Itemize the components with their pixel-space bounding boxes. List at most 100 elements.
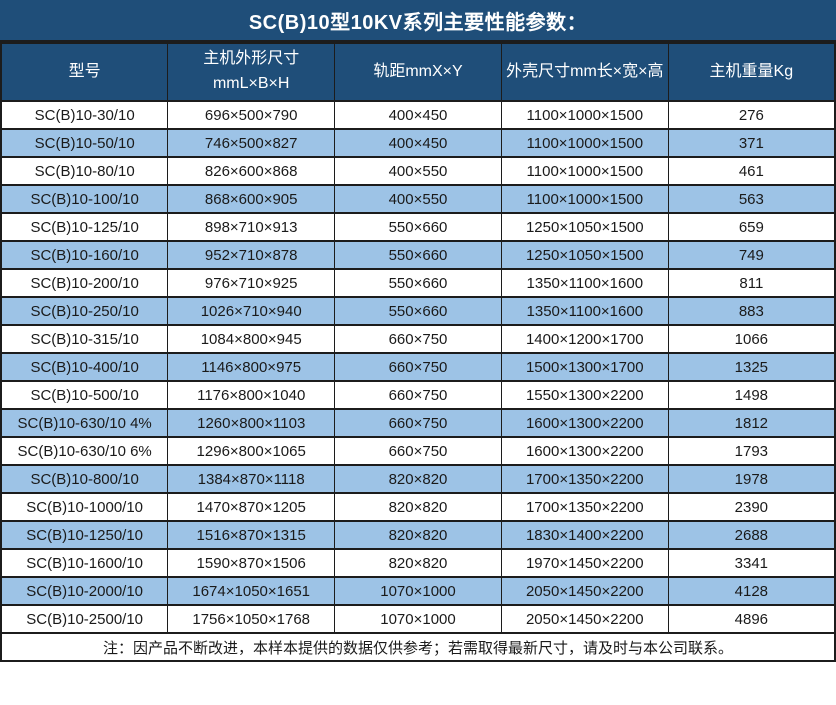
col-header-enclosure-size: 外壳尺寸mm长×宽×高 [500, 42, 669, 102]
table-cell: 1296×800×1065 [167, 436, 336, 466]
table-cell: SC(B)10-1000/10 [0, 492, 169, 522]
table-cell: 1756×1050×1768 [167, 604, 336, 634]
table-cell: 1384×870×1118 [167, 464, 336, 494]
table-title: SC(B)10型10KV系列主要性能参数： [0, 0, 836, 42]
table-cell: 1674×1050×1651 [167, 576, 336, 606]
table-cell: SC(B)10-200/10 [0, 268, 169, 298]
table-cell: 400×550 [334, 156, 502, 186]
table-row: SC(B)10-30/10 696×500×790 400×450 1100×1000… [0, 100, 836, 130]
table-footer: 注：因产品不断改进，本样本提供的数据仅供参考；若需取得最新尺寸，请及时与本公司联… [0, 632, 836, 662]
table-cell: 1793 [667, 436, 836, 466]
table-cell: 1516×870×1315 [167, 520, 336, 550]
table-cell: SC(B)10-30/10 [0, 100, 169, 130]
table-cell: 1325 [667, 352, 836, 382]
table-cell: 1250×1050×1500 [500, 240, 669, 270]
table-cell: 550×660 [334, 268, 502, 298]
table-cell: 1176×800×1040 [167, 380, 336, 410]
table-row: SC(B)10-125/10 898×710×913 550×660 1250×105… [0, 212, 836, 242]
table-row: SC(B)10-100/10 868×600×905 400×550 1100×100… [0, 184, 836, 214]
table-row: SC(B)10-160/10 952×710×878 550×660 1250×105… [0, 240, 836, 270]
table-row: SC(B)10-200/10 976×710×925 550×660 1350×110… [0, 268, 836, 298]
table-cell: 659 [667, 212, 836, 242]
table-cell: 1830×1400×2200 [500, 520, 669, 550]
table-cell: 660×750 [334, 324, 502, 354]
table-cell: 1260×800×1103 [167, 408, 336, 438]
table-cell: 660×750 [334, 352, 502, 382]
table-body: SC(B)10-30/10 696×500×790 400×450 1100×1000… [0, 100, 836, 634]
table-cell: 4896 [667, 604, 836, 634]
table-cell: 3341 [667, 548, 836, 578]
table-cell: 1600×1300×2200 [500, 408, 669, 438]
table-cell: 461 [667, 156, 836, 186]
table-cell: 1350×1100×1600 [500, 268, 669, 298]
table-cell: 868×600×905 [167, 184, 336, 214]
table-cell: 2688 [667, 520, 836, 550]
table-row: SC(B)10-1600/10 1590×870×1506 820×820 1970×… [0, 548, 836, 578]
table-cell: 820×820 [334, 492, 502, 522]
table-cell: 2050×1450×2200 [500, 604, 669, 634]
col-header-rail-gauge: 轨距mmX×Y [334, 42, 502, 102]
footnote-row: 注：因产品不断改进，本样本提供的数据仅供参考；若需取得最新尺寸，请及时与本公司联… [0, 632, 836, 662]
table-cell: 696×500×790 [167, 100, 336, 130]
table-cell: 1066 [667, 324, 836, 354]
table-cell: 1070×1000 [334, 576, 502, 606]
table-cell: 563 [667, 184, 836, 214]
table-cell: 1070×1000 [334, 604, 502, 634]
table-cell: 883 [667, 296, 836, 326]
table-cell: SC(B)10-2000/10 [0, 576, 169, 606]
table-cell: 1026×710×940 [167, 296, 336, 326]
table-cell: 660×750 [334, 436, 502, 466]
table-cell: 2050×1450×2200 [500, 576, 669, 606]
table-cell: 660×750 [334, 380, 502, 410]
table-cell: SC(B)10-2500/10 [0, 604, 169, 634]
table-header: 型号 主机外形尺寸 mmL×B×H 轨距mmX×Y 外壳尺寸mm长×宽×高 主机… [0, 42, 836, 102]
table-cell: 820×820 [334, 464, 502, 494]
table-cell: 1978 [667, 464, 836, 494]
table-cell: SC(B)10-1600/10 [0, 548, 169, 578]
table-cell: 1100×1000×1500 [500, 184, 669, 214]
table-cell: 1100×1000×1500 [500, 100, 669, 130]
table-cell: 1250×1050×1500 [500, 212, 669, 242]
table-row: SC(B)10-250/10 1026×710×940 550×660 1350×11… [0, 296, 836, 326]
table-cell: 1812 [667, 408, 836, 438]
table-cell: 276 [667, 100, 836, 130]
table-row: SC(B)10-630/10 6% 1296×800×1065 660×750 160… [0, 436, 836, 466]
table-cell: 550×660 [334, 212, 502, 242]
table-cell: 4128 [667, 576, 836, 606]
table-cell: 1550×1300×2200 [500, 380, 669, 410]
table-cell: 2390 [667, 492, 836, 522]
header-row: 型号 主机外形尺寸 mmL×B×H 轨距mmX×Y 外壳尺寸mm长×宽×高 主机… [0, 42, 836, 102]
table-cell: 660×750 [334, 408, 502, 438]
spec-table: 型号 主机外形尺寸 mmL×B×H 轨距mmX×Y 外壳尺寸mm长×宽×高 主机… [0, 42, 836, 662]
table-cell: 898×710×913 [167, 212, 336, 242]
table-cell: 1600×1300×2200 [500, 436, 669, 466]
table-cell: 749 [667, 240, 836, 270]
table-cell: 1400×1200×1700 [500, 324, 669, 354]
table-cell: 1498 [667, 380, 836, 410]
table-cell: SC(B)10-80/10 [0, 156, 169, 186]
table-row: SC(B)10-315/10 1084×800×945 660×750 1400×12… [0, 324, 836, 354]
table-cell: 820×820 [334, 548, 502, 578]
table-row: SC(B)10-500/10 1176×800×1040 660×750 1550×1… [0, 380, 836, 410]
col-header-main-unit-weight: 主机重量Kg [667, 42, 836, 102]
table-row: SC(B)10-80/10 826×600×868 400×550 1100×1000… [0, 156, 836, 186]
table-cell: SC(B)10-50/10 [0, 128, 169, 158]
table-row: SC(B)10-400/10 1146×800×975 660×750 1500×13… [0, 352, 836, 382]
table-cell: 400×550 [334, 184, 502, 214]
table-cell: 1100×1000×1500 [500, 128, 669, 158]
table-row: SC(B)10-50/10 746×500×827 400×450 1100×1000… [0, 128, 836, 158]
table-cell: 820×820 [334, 520, 502, 550]
table-cell: 1350×1100×1600 [500, 296, 669, 326]
col-header-main-unit-dimensions: 主机外形尺寸 mmL×B×H [167, 42, 336, 102]
table-cell: 550×660 [334, 296, 502, 326]
table-cell: SC(B)10-315/10 [0, 324, 169, 354]
table-cell: 1084×800×945 [167, 324, 336, 354]
table-cell: 1500×1300×1700 [500, 352, 669, 382]
table-cell: 1700×1350×2200 [500, 464, 669, 494]
table-cell: 1146×800×975 [167, 352, 336, 382]
table-cell: 811 [667, 268, 836, 298]
table-row: SC(B)10-800/10 1384×870×1118 820×820 1700×1… [0, 464, 836, 494]
table-cell: 1970×1450×2200 [500, 548, 669, 578]
col-header-model: 型号 [0, 42, 169, 102]
